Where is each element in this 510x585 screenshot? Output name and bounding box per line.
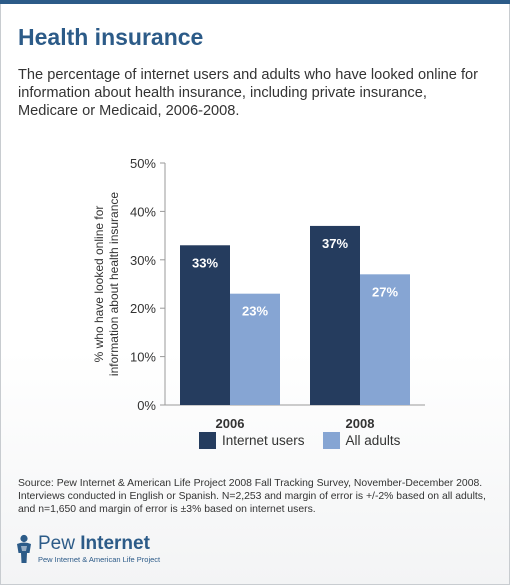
y-tick-label: 30% xyxy=(130,253,156,268)
x-tick-label: 2006 xyxy=(216,416,245,431)
legend-swatch-all-adults xyxy=(322,432,340,449)
bar-value-label: 33% xyxy=(192,255,218,270)
y-tick-label: 10% xyxy=(130,350,156,365)
bar-all-adults-2008 xyxy=(360,274,410,405)
y-tick-label: 50% xyxy=(130,156,156,171)
x-tick-label: 2008 xyxy=(346,416,375,431)
bar-value-label: 23% xyxy=(242,304,268,319)
top-accent-rule xyxy=(0,0,510,4)
logo-wordmark: Pew Internet xyxy=(38,534,160,554)
logo-name-light: Pew xyxy=(38,533,81,554)
y-tick-label: 40% xyxy=(130,204,156,219)
bar-chart: 0% 10% 20% 30% 40% 50% % who have looked onlin… xyxy=(92,156,425,431)
y-axis-label: information about health insurance xyxy=(107,192,121,376)
y-tick-label: 0% xyxy=(137,398,156,413)
bar-internet-users-2006 xyxy=(180,245,230,405)
chart-title: Health insurance xyxy=(18,24,204,50)
pew-internet-logo[interactable]: Pew Internet Pew Internet & American Lif… xyxy=(14,534,160,564)
legend-label-internet-users: Internet users xyxy=(222,433,305,448)
bar-value-label: 37% xyxy=(322,236,348,251)
source-note: Source: Pew Internet & American Life Pro… xyxy=(18,478,486,515)
bar-internet-users-2008 xyxy=(310,225,360,405)
bar-all-adults-2006 xyxy=(230,293,280,405)
y-axis-label: % who have looked online for xyxy=(92,206,106,363)
logo-tagline: Pew Internet & American Life Project xyxy=(38,555,161,564)
chart-legend: Internet users All adults xyxy=(199,432,400,449)
logo-name-bold: Internet xyxy=(80,533,150,554)
legend-swatch-internet-users xyxy=(199,432,216,449)
y-tick-label: 20% xyxy=(130,301,156,316)
person-icon xyxy=(17,534,31,563)
legend-label-all-adults: All adults xyxy=(345,433,401,448)
bar-value-label: 27% xyxy=(372,284,398,299)
chart-subtitle: The percentage of internet users and adu… xyxy=(18,67,479,119)
